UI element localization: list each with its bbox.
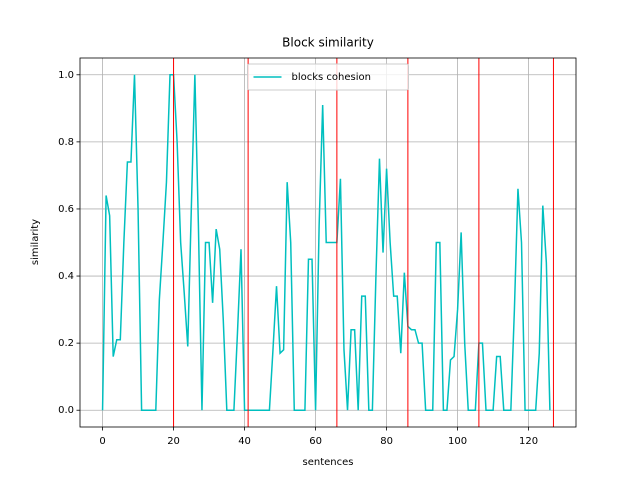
x-tick-label: 120	[519, 436, 538, 447]
y-tick-label: 0.4	[58, 271, 74, 282]
y-tick-label: 1.0	[58, 70, 74, 81]
y-tick-label: 0.0	[58, 405, 74, 416]
x-tick-label: 40	[238, 436, 251, 447]
chart-title: Block similarity	[282, 36, 374, 50]
y-tick-label: 0.6	[58, 204, 74, 215]
legend-label: blocks cohesion	[292, 72, 371, 83]
x-tick-label: 20	[167, 436, 180, 447]
y-tick-label: 0.2	[58, 338, 74, 349]
x-tick-label: 60	[309, 436, 322, 447]
plot-frame	[79, 57, 577, 428]
data-line	[101, 74, 551, 411]
x-tick-label: 100	[448, 436, 467, 447]
y-tick-label: 0.8	[58, 137, 74, 148]
x-tick-label: 80	[380, 436, 393, 447]
x-axis-label: sentences	[303, 457, 354, 468]
x-tick-label: 0	[99, 436, 105, 447]
y-axis-label: similarity	[30, 219, 41, 265]
legend-box	[247, 63, 409, 91]
